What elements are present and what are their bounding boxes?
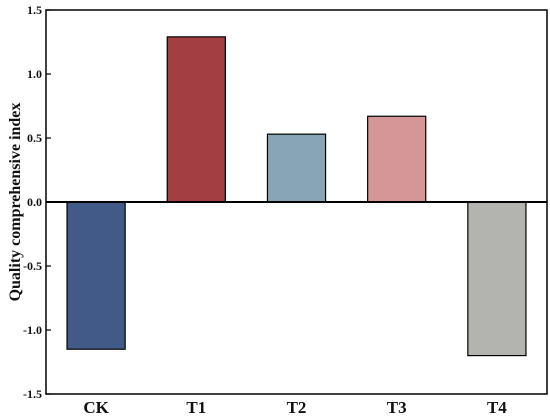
bars-group (66, 36, 527, 357)
y-tick-label: 1.5 (27, 3, 42, 17)
bar-t4 (467, 201, 527, 357)
x-tick-label: T3 (387, 398, 407, 417)
y-axis-title: Quality comprehensive index (7, 103, 24, 302)
y-tick-label: -0.5 (23, 259, 42, 273)
y-tick-label: 0.0 (27, 195, 42, 209)
y-tick-label: 1.0 (27, 67, 42, 81)
bar-t1 (166, 36, 226, 203)
y-tick-label: 0.5 (27, 131, 42, 145)
x-tick-label: CK (83, 398, 109, 417)
y-tick-label: -1.0 (23, 323, 42, 337)
bar-t3 (367, 115, 427, 203)
x-tick-label: T2 (287, 398, 307, 417)
x-axis: CK T1 T2 T3 T4 (83, 398, 507, 417)
bar-ck (66, 201, 126, 350)
x-tick-label: T4 (487, 398, 507, 417)
y-axis: -1.5 -1.0 -0.5 0.0 0.5 1.0 1.5 (23, 3, 51, 401)
x-tick-label: T1 (186, 398, 206, 417)
y-tick-label: -1.5 (23, 387, 42, 401)
bar-t2 (266, 133, 327, 203)
